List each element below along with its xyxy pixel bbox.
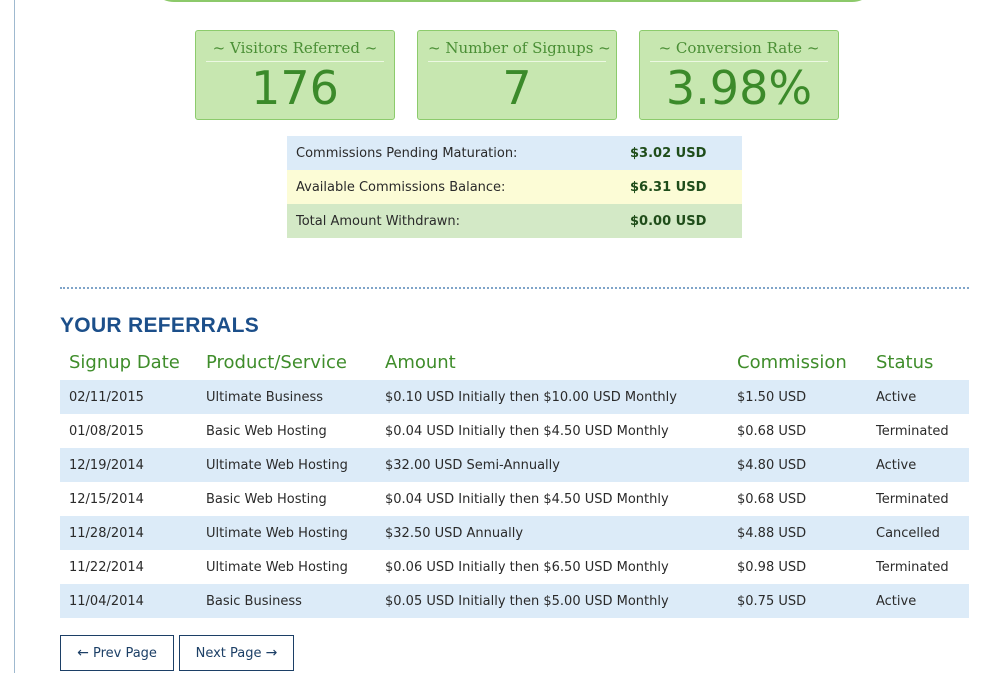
commission-summary-table: Commissions Pending Maturation: $3.02 US… [287, 136, 742, 238]
table-row: 11/28/2014 Ultimate Web Hosting $32.50 U… [60, 516, 969, 550]
cell-status: Active [867, 584, 969, 618]
cell-commission: $1.50 USD [728, 380, 867, 414]
table-row: 12/15/2014 Basic Web Hosting $0.04 USD I… [60, 482, 969, 516]
cell-product: Ultimate Web Hosting [206, 559, 348, 575]
summary-row-available: Available Commissions Balance: $6.31 USD [287, 170, 742, 204]
cell-commission: $0.68 USD [737, 423, 807, 439]
cell-amount: $0.04 USD Initially then $4.50 USD Month… [385, 491, 669, 507]
top-panel-edge [148, 0, 878, 2]
cell-signup-date: 11/22/2014 [69, 559, 144, 575]
summary-label: Total Amount Withdrawn: [287, 204, 630, 238]
summary-amount: $0.00 USD [630, 204, 742, 238]
cell-amount: $0.05 USD Initially then $5.00 USD Month… [376, 584, 728, 618]
cell-signup-date: 12/19/2014 [60, 448, 197, 482]
cell-product: Basic Web Hosting [206, 491, 327, 507]
cell-product: Basic Business [197, 584, 376, 618]
cell-status: Active [867, 448, 969, 482]
cell-amount: $32.50 USD Annually [376, 516, 728, 550]
table-row: 11/22/2014 Ultimate Web Hosting $0.06 US… [60, 550, 969, 584]
column-header-status: Status [876, 351, 934, 373]
stat-label: ~ Number of Signups ~ [428, 39, 611, 62]
stat-value: 176 [251, 61, 339, 115]
cell-signup-date: 11/04/2014 [60, 584, 197, 618]
table-row: 12/19/2014 Ultimate Web Hosting $32.00 U… [60, 448, 969, 482]
cell-amount: $0.10 USD Initially then $10.00 USD Mont… [376, 380, 728, 414]
cell-signup-date: 12/15/2014 [69, 491, 144, 507]
cell-status: Terminated [876, 559, 949, 575]
arrow-left-icon: ← [77, 645, 89, 661]
cell-status: Active [867, 380, 969, 414]
column-header-product: Product/Service [206, 351, 347, 373]
summary-row-withdrawn: Total Amount Withdrawn: $0.00 USD [287, 204, 742, 238]
next-page-label: Next Page [195, 645, 262, 661]
prev-page-label: Prev Page [92, 645, 157, 661]
cell-commission: $0.98 USD [737, 559, 807, 575]
cell-status: Terminated [876, 423, 949, 439]
section-divider [60, 287, 969, 289]
cell-signup-date: 02/11/2015 [60, 380, 197, 414]
cell-signup-date: 11/28/2014 [60, 516, 197, 550]
cell-product: Basic Web Hosting [206, 423, 327, 439]
stat-label: ~ Conversion Rate ~ [650, 39, 828, 62]
summary-row-pending: Commissions Pending Maturation: $3.02 US… [287, 136, 742, 170]
cell-status: Terminated [876, 491, 949, 507]
cell-amount: $32.00 USD Semi-Annually [376, 448, 728, 482]
cell-product: Ultimate Business [197, 380, 376, 414]
cell-commission: $0.75 USD [728, 584, 867, 618]
cell-amount: $0.04 USD Initially then $4.50 USD Month… [385, 423, 669, 439]
column-header-signup-date: Signup Date [69, 351, 180, 373]
summary-amount: $6.31 USD [630, 170, 742, 204]
referrals-table: Signup Date Product/Service Amount Commi… [60, 344, 969, 618]
cell-product: Ultimate Web Hosting [197, 448, 376, 482]
stat-number-of-signups: ~ Number of Signups ~ 7 [417, 30, 617, 120]
cell-status: Cancelled [867, 516, 969, 550]
left-border-line [14, 0, 15, 673]
cell-amount: $0.06 USD Initially then $6.50 USD Month… [385, 559, 669, 575]
stat-visitors-referred: ~ Visitors Referred ~ 176 [195, 30, 395, 120]
cell-commission: $4.80 USD [728, 448, 867, 482]
cell-product: Ultimate Web Hosting [197, 516, 376, 550]
arrow-right-icon: → [265, 645, 278, 661]
summary-amount: $3.02 USD [630, 136, 742, 170]
section-title: YOUR REFERRALS [60, 314, 260, 337]
column-header-amount: Amount [385, 351, 456, 373]
table-row: 01/08/2015 Basic Web Hosting $0.04 USD I… [60, 414, 969, 448]
stat-value: 3.98% [665, 61, 813, 115]
cell-signup-date: 01/08/2015 [69, 423, 144, 439]
cell-commission: $4.88 USD [728, 516, 867, 550]
summary-label: Available Commissions Balance: [287, 170, 630, 204]
column-header-commission: Commission [737, 351, 847, 373]
stat-conversion-rate: ~ Conversion Rate ~ 3.98% [639, 30, 839, 120]
stat-label: ~ Visitors Referred ~ [206, 39, 384, 62]
cell-commission: $0.68 USD [737, 491, 807, 507]
prev-page-button[interactable]: ← Prev Page [60, 635, 174, 671]
stat-value: 7 [502, 61, 532, 115]
table-row: 11/04/2014 Basic Business $0.05 USD Init… [60, 584, 969, 618]
table-header-row: Signup Date Product/Service Amount Commi… [60, 344, 969, 380]
next-page-button[interactable]: Next Page → [179, 635, 294, 671]
table-row: 02/11/2015 Ultimate Business $0.10 USD I… [60, 380, 969, 414]
summary-label: Commissions Pending Maturation: [287, 136, 630, 170]
